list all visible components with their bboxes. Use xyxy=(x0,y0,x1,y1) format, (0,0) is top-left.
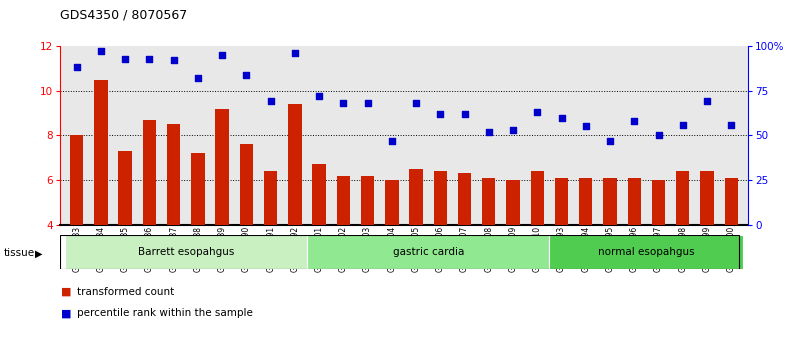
Point xyxy=(95,48,107,54)
Point xyxy=(725,122,738,127)
Bar xyxy=(361,176,374,225)
Text: ▶: ▶ xyxy=(35,249,42,259)
Point xyxy=(579,124,592,129)
Bar xyxy=(482,178,495,225)
Bar xyxy=(216,109,228,225)
Bar xyxy=(434,171,447,225)
Bar xyxy=(549,235,743,269)
Text: ■: ■ xyxy=(61,287,72,297)
Bar xyxy=(579,178,592,225)
Bar xyxy=(458,173,471,225)
Bar xyxy=(288,104,302,225)
Bar xyxy=(627,178,641,225)
Point xyxy=(70,65,83,70)
Bar xyxy=(240,144,253,225)
Point xyxy=(628,118,641,124)
Bar xyxy=(506,180,520,225)
Point xyxy=(143,56,156,61)
Point xyxy=(337,101,349,106)
Bar xyxy=(724,178,738,225)
Point xyxy=(361,101,374,106)
Point xyxy=(434,111,447,117)
Bar xyxy=(603,178,617,225)
Point xyxy=(700,99,713,104)
Bar xyxy=(142,120,156,225)
Point xyxy=(677,122,689,127)
Point xyxy=(313,93,326,99)
Text: tissue: tissue xyxy=(4,248,35,258)
Text: transformed count: transformed count xyxy=(77,287,174,297)
Point xyxy=(240,72,253,78)
Point xyxy=(192,75,205,81)
Point xyxy=(555,115,568,120)
Point xyxy=(216,52,228,58)
Text: percentile rank within the sample: percentile rank within the sample xyxy=(77,308,253,318)
Bar xyxy=(119,151,132,225)
Bar xyxy=(70,135,84,225)
Point xyxy=(119,56,131,61)
Point xyxy=(531,109,544,115)
Bar xyxy=(264,171,277,225)
Point xyxy=(603,138,616,144)
Bar xyxy=(64,235,307,269)
Point xyxy=(507,127,520,133)
Bar xyxy=(191,153,205,225)
Text: gastric cardia: gastric cardia xyxy=(392,247,464,257)
Bar xyxy=(700,171,714,225)
Bar xyxy=(94,80,107,225)
Point xyxy=(264,99,277,104)
Point xyxy=(410,101,423,106)
Bar xyxy=(555,178,568,225)
Bar xyxy=(531,171,544,225)
Point xyxy=(385,138,398,144)
Point xyxy=(482,129,495,135)
Bar xyxy=(652,180,665,225)
Text: Barrett esopahgus: Barrett esopahgus xyxy=(138,247,234,257)
Bar xyxy=(337,176,350,225)
Bar xyxy=(167,124,181,225)
Bar xyxy=(313,165,326,225)
Point xyxy=(288,50,301,56)
Bar xyxy=(385,180,399,225)
Point xyxy=(458,111,471,117)
Text: normal esopahgus: normal esopahgus xyxy=(598,247,695,257)
Point xyxy=(167,57,180,63)
Bar xyxy=(676,171,689,225)
Text: GDS4350 / 8070567: GDS4350 / 8070567 xyxy=(60,9,187,22)
Bar xyxy=(307,235,549,269)
Text: ■: ■ xyxy=(61,308,72,318)
Bar xyxy=(409,169,423,225)
Point xyxy=(652,132,665,138)
